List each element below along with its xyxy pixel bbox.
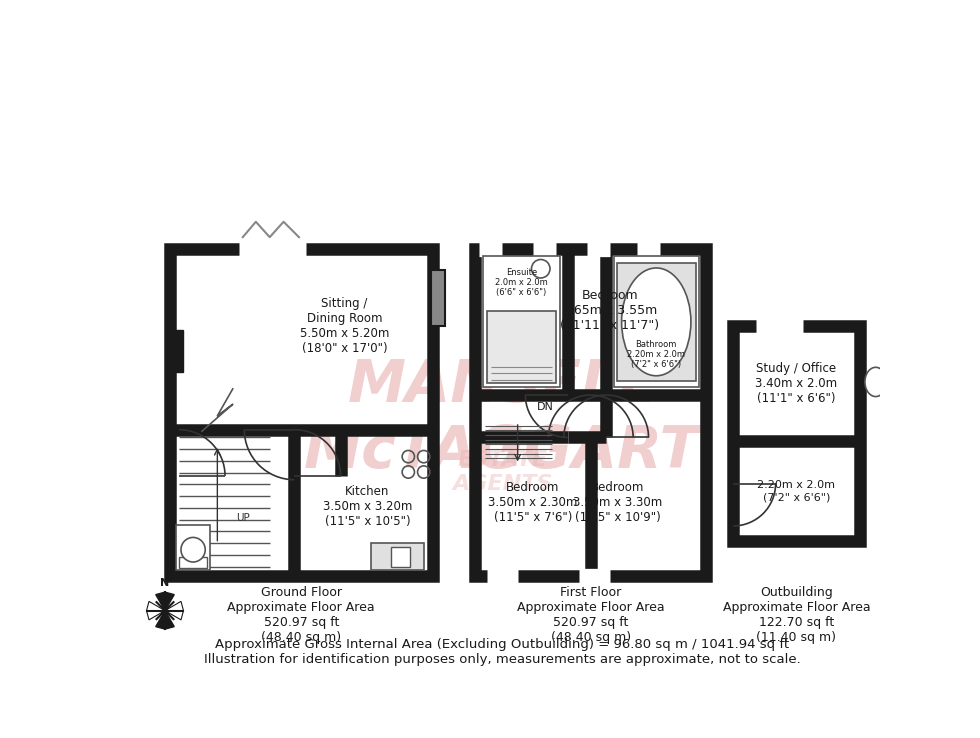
- Bar: [431, 270, 445, 325]
- Bar: [475, 249, 707, 576]
- Bar: [733, 325, 860, 541]
- Text: Approximate Gross Internal Area (Excluding Outbuilding) = 96.80 sq m / 1041.94 s: Approximate Gross Internal Area (Excludi…: [204, 638, 801, 666]
- Ellipse shape: [865, 368, 887, 396]
- Polygon shape: [156, 610, 174, 629]
- Text: Bedroom
3.65m x 3.55m
(11'11" x 11'7"): Bedroom 3.65m x 3.55m (11'11" x 11'7"): [561, 289, 660, 332]
- Text: Outbuilding
Approximate Floor Area
122.70 sq ft
(11.40 sq m): Outbuilding Approximate Floor Area 122.7…: [722, 586, 870, 644]
- Bar: [617, 263, 696, 381]
- Ellipse shape: [181, 537, 205, 562]
- Polygon shape: [156, 592, 174, 610]
- Bar: [613, 256, 699, 387]
- Text: Bathroom
2.20m x 2.0m
(7'2" x 6'6"): Bathroom 2.20m x 2.0m (7'2" x 6'6"): [627, 339, 685, 370]
- Text: Kitchen
3.50m x 3.20m
(11'5" x 10'5"): Kitchen 3.50m x 3.20m (11'5" x 10'5"): [322, 485, 413, 528]
- Bar: [175, 525, 211, 570]
- Polygon shape: [165, 601, 183, 620]
- Text: Bedroom
3.50m x 2.30m
(11'5" x 7'6"): Bedroom 3.50m x 2.30m (11'5" x 7'6"): [488, 481, 578, 524]
- Text: Bedroom
3.50m x 3.30m
(11'5" x 10'9"): Bedroom 3.50m x 3.30m (11'5" x 10'9"): [573, 481, 662, 524]
- Text: 2.20m x 2.0m
(7'2" x 6'6"): 2.20m x 2.0m (7'2" x 6'6"): [758, 480, 835, 502]
- Text: First Floor
Approximate Floor Area
520.97 sq ft
(48.40 sq m): First Floor Approximate Floor Area 520.9…: [517, 586, 664, 644]
- Text: MANSELL
McTAGGART: MANSELL McTAGGART: [304, 356, 701, 480]
- Text: Ground Floor
Approximate Floor Area
520.97 sq ft
(48.40 sq m): Ground Floor Approximate Floor Area 520.…: [227, 586, 375, 644]
- Bar: [371, 543, 423, 570]
- Text: Study / Office
3.40m x 2.0m
(11'1" x 6'6"): Study / Office 3.40m x 2.0m (11'1" x 6'6…: [756, 362, 838, 405]
- Ellipse shape: [621, 268, 691, 376]
- Text: Ensuite
2.0m x 2.0m
(6'6" x 6'6"): Ensuite 2.0m x 2.0m (6'6" x 6'6"): [495, 268, 548, 297]
- Text: N: N: [161, 578, 170, 587]
- Bar: [483, 256, 560, 387]
- Polygon shape: [147, 601, 165, 620]
- Text: Sitting /
Dining Room
5.50m x 5.20m
(18'0" x 17'0"): Sitting / Dining Room 5.50m x 5.20m (18'…: [300, 297, 389, 355]
- Bar: [487, 311, 557, 384]
- Text: ESTATE
AGENTS: ESTATE AGENTS: [452, 450, 553, 494]
- Bar: [179, 557, 208, 568]
- Bar: [391, 548, 410, 567]
- Bar: [170, 249, 433, 576]
- Text: DN: DN: [537, 402, 554, 413]
- Text: UP: UP: [236, 512, 250, 523]
- Bar: [169, 330, 183, 372]
